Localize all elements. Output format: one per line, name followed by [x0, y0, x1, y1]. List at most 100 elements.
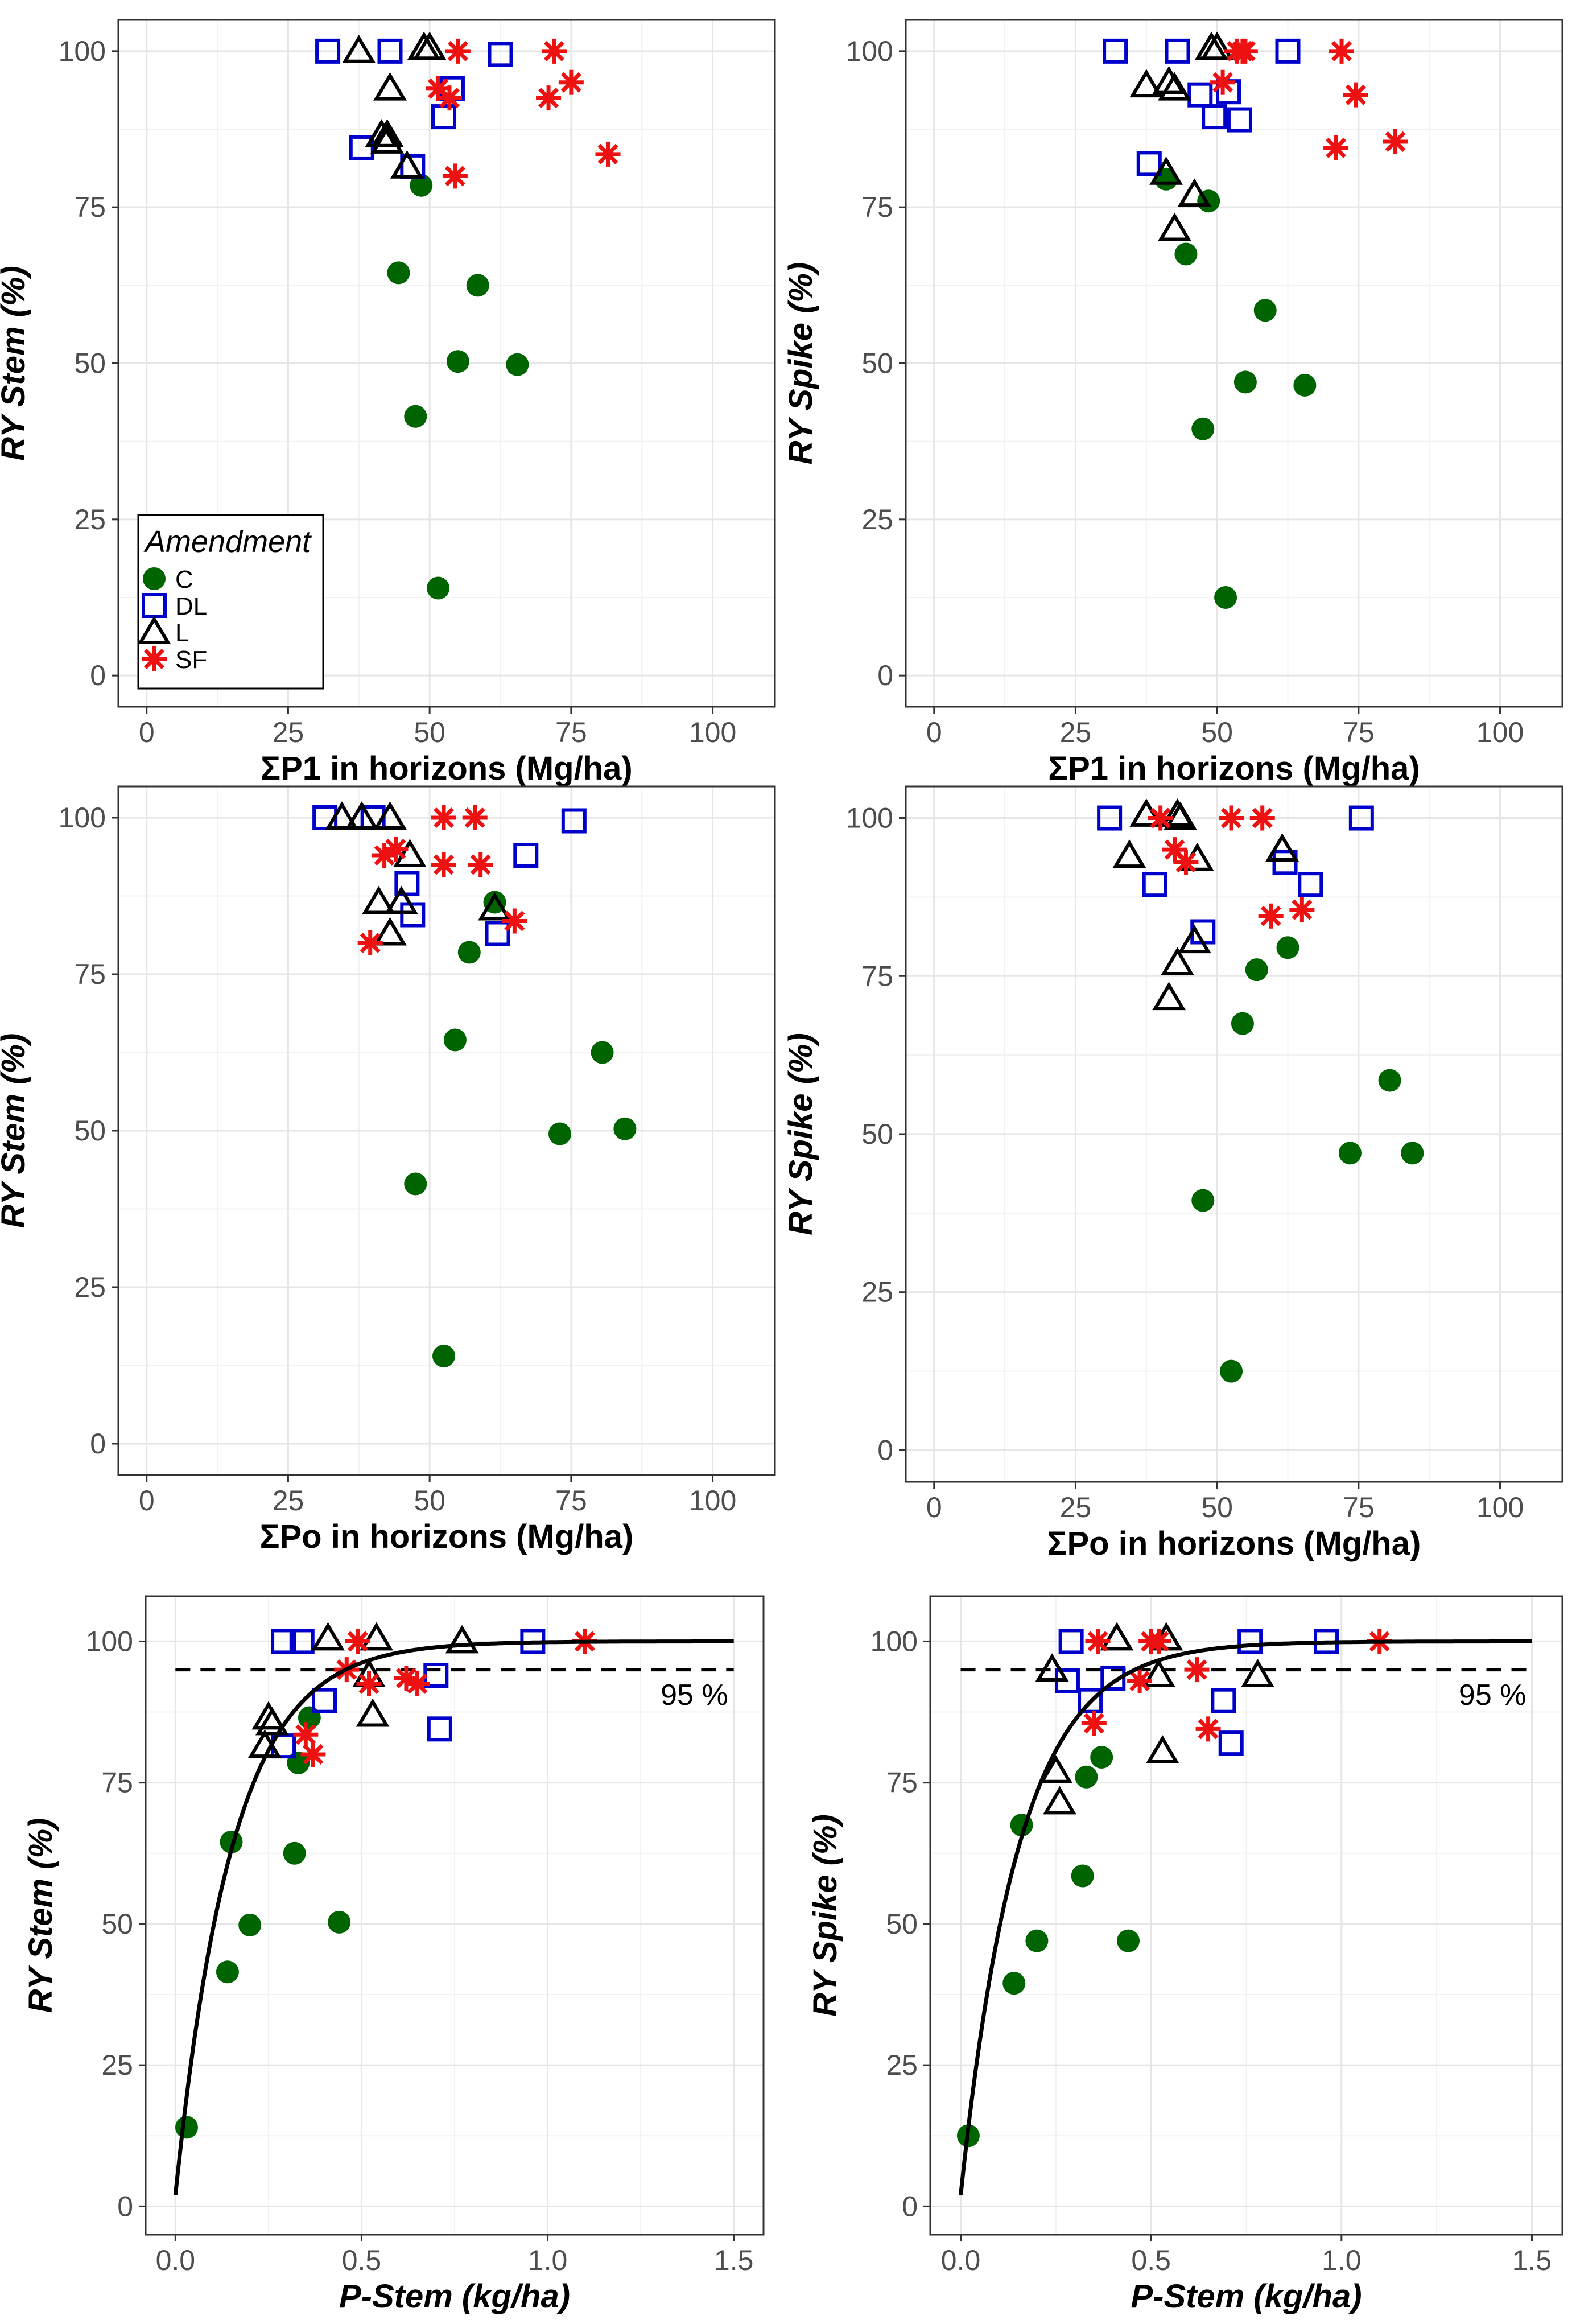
x-tick-label: 75 — [1343, 716, 1375, 748]
y-tick-label: 0 — [90, 1428, 106, 1460]
fit-curve — [959, 1639, 1532, 2195]
x-tick-label: 25 — [273, 716, 304, 748]
data-point-sf — [1184, 1657, 1210, 1683]
data-point-dl — [271, 1629, 296, 1654]
data-point-l — [1161, 947, 1194, 975]
data-point-l — [1142, 1659, 1175, 1687]
data-point-dl — [1202, 104, 1227, 130]
data-point-c — [1378, 1069, 1401, 1092]
data-point-sf — [1173, 850, 1199, 875]
data-point-c — [1233, 370, 1257, 394]
points-group — [1097, 798, 1424, 1383]
data-point-c — [591, 1041, 614, 1064]
data-point-sf — [372, 843, 397, 868]
data-point-c — [298, 1706, 321, 1729]
data-point-l — [1241, 1659, 1274, 1687]
threshold-label: 95 % — [1459, 1679, 1527, 1712]
data-point-dl — [488, 42, 513, 67]
chart-panel-p1-spike: 0 25 50 75 100 0 25 50 75 100 ΣP1 in horizons (Mg/… — [782, 19, 1563, 787]
data-point-dl — [1136, 151, 1162, 176]
x-tick-label: 0 — [926, 716, 942, 748]
x-tick-label: 1.0 — [1322, 2244, 1362, 2276]
data-point-c — [175, 2116, 198, 2139]
y-tick-label: 25 — [861, 1276, 893, 1308]
x-tick-label: 100 — [1476, 1491, 1524, 1523]
data-point-sf — [468, 852, 493, 877]
data-point-sf — [356, 1671, 382, 1696]
y-tick-label: 100 — [86, 1625, 133, 1657]
data-point-sf — [1383, 129, 1408, 154]
data-point-sf — [293, 1722, 319, 1748]
data-point-sf — [558, 69, 584, 95]
data-point-dl — [427, 1716, 452, 1742]
data-point-l — [1200, 31, 1234, 60]
data-point-l — [412, 31, 447, 60]
y-tick-label: 75 — [101, 1767, 133, 1799]
x-tick-label: 0 — [926, 1491, 942, 1523]
y-tick-label: 50 — [74, 348, 106, 380]
data-point-l — [1152, 982, 1186, 1011]
data-point-c — [446, 350, 469, 373]
data-point-c — [427, 576, 450, 600]
data-point-l — [1149, 156, 1183, 185]
x-tick-label: 1.0 — [528, 2244, 568, 2276]
x-axis-title: P-Stem (kg/ha) — [1131, 2278, 1362, 2315]
x-axis-title: ΣPo in horizons (Mg/ha) — [260, 1518, 634, 1555]
data-point-c — [216, 1960, 239, 1984]
data-point-c — [613, 1117, 637, 1140]
x-tick-label: 1.5 — [714, 2244, 754, 2276]
data-point-c — [1338, 1142, 1362, 1165]
y-tick-label: 25 — [74, 504, 106, 535]
data-point-l — [325, 801, 359, 830]
y-axis-title: RY Spike (%) — [782, 1033, 819, 1235]
threshold-label: 95 % — [661, 1679, 728, 1712]
panel-border — [145, 1595, 765, 2236]
x-axis-title: ΣP1 in horizons (Mg/ha) — [1048, 750, 1420, 787]
y-axis-title: RY Stem (%) — [0, 1033, 32, 1229]
data-point-l — [1177, 925, 1211, 954]
data-point-dl — [1165, 38, 1190, 64]
data-point-l — [370, 125, 404, 154]
data-point-dl — [1218, 1730, 1244, 1756]
data-point-sf — [1210, 69, 1236, 95]
data-point-sf — [393, 1665, 419, 1691]
data-point-c — [1253, 299, 1277, 322]
x-tick-label: 100 — [1476, 716, 1524, 748]
legend-label-c: C — [175, 566, 193, 594]
data-point-c — [1117, 1929, 1140, 1952]
data-point-dl — [1348, 805, 1374, 831]
data-point-dl — [1142, 872, 1167, 897]
data-point-sf — [1219, 805, 1244, 831]
data-point-l — [370, 119, 404, 147]
y-tick-label: 75 — [886, 1767, 918, 1799]
data-point-sf — [542, 38, 567, 64]
y-tick-label: 75 — [861, 960, 893, 992]
data-point-dl — [289, 1629, 315, 1654]
data-point-sf — [462, 805, 488, 830]
data-point-c — [457, 941, 481, 964]
y-tick-label: 50 — [861, 1118, 893, 1150]
x-tick-label: 25 — [1060, 1491, 1092, 1523]
data-point-l — [255, 1707, 289, 1736]
data-point-l — [373, 801, 407, 830]
y-tick-label: 100 — [870, 1625, 918, 1657]
legend-label-l: L — [175, 619, 189, 647]
x-tick-label: 75 — [555, 716, 587, 748]
data-point-c — [1293, 373, 1317, 397]
data-point-dl — [1227, 107, 1252, 133]
data-point-dl — [485, 921, 510, 946]
data-point-sf — [357, 930, 383, 955]
data-point-dl — [312, 1688, 337, 1713]
data-point-l — [1158, 72, 1191, 101]
x-tick-label: 25 — [1060, 716, 1092, 748]
data-point-sf — [1195, 1716, 1221, 1742]
legend-key-l — [137, 616, 171, 644]
data-point-l — [1100, 1622, 1134, 1651]
data-point-sf — [1148, 805, 1173, 831]
data-point-c — [1002, 1972, 1026, 1995]
data-point-c — [1191, 1189, 1215, 1212]
data-point-c — [283, 1841, 306, 1865]
x-tick-label: 0 — [139, 1485, 155, 1517]
data-point-c — [1075, 1765, 1098, 1789]
x-tick-label: 100 — [689, 1485, 736, 1517]
